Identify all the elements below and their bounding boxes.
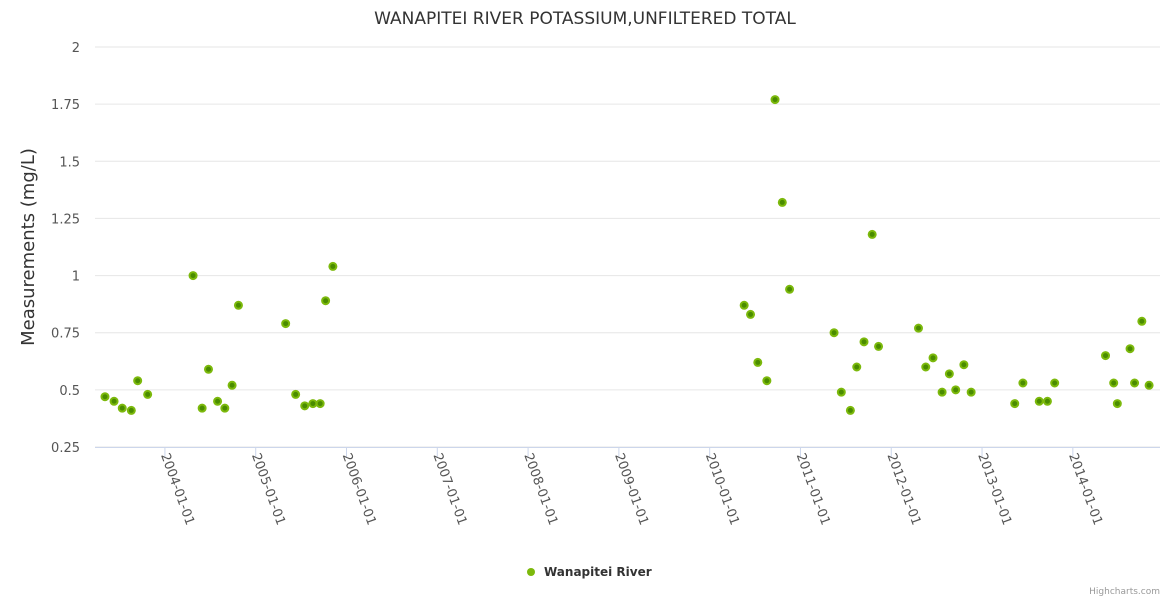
y-tick-label: 1.5 [59,155,80,170]
data-point[interactable] [281,319,291,329]
data-point[interactable] [1144,380,1154,390]
data-point[interactable] [109,396,119,406]
data-point[interactable] [770,95,780,105]
data-point[interactable] [1101,351,1111,361]
y-tick-label: 0.25 [51,441,80,456]
legend-marker-icon [527,568,535,576]
legend-label: Wanapitei River [544,565,652,579]
data-point[interactable] [308,399,318,409]
legend-item[interactable]: Wanapitei River [527,565,652,579]
data-point[interactable] [777,197,787,207]
data-point[interactable] [867,229,877,239]
data-point[interactable] [913,323,923,333]
credits-link[interactable]: Highcharts.com [1089,587,1160,597]
data-point[interactable] [852,362,862,372]
data-point[interactable] [1010,399,1020,409]
y-tick-label: 1.25 [51,212,80,227]
data-point[interactable] [133,376,143,386]
data-point[interactable] [921,362,931,372]
y-tick-label: 0.75 [51,327,80,342]
data-point[interactable] [785,284,795,294]
x-tick-label: 2010-01-01 [702,451,742,527]
data-point[interactable] [951,385,961,395]
data-point[interactable] [762,376,772,386]
y-axis-label: Measurements (mg/L) [18,148,39,346]
chart-title: WANAPITEI RIVER POTASSIUM,UNFILTERED TOT… [374,9,796,29]
data-point[interactable] [944,369,954,379]
data-point[interactable] [1109,378,1119,388]
data-point[interactable] [227,380,237,390]
data-point[interactable] [966,387,976,397]
data-point[interactable] [874,341,884,351]
data-point[interactable] [1130,378,1140,388]
data-point[interactable] [859,337,869,347]
data-point[interactable] [829,328,839,338]
data-point[interactable] [746,309,756,319]
x-tick-label: 2006-01-01 [339,451,379,527]
data-point[interactable] [1042,396,1052,406]
data-point[interactable] [291,389,301,399]
x-tick-label: 2013-01-01 [974,451,1014,527]
x-tick-label: 2009-01-01 [611,451,651,527]
x-tick-label: 2007-01-01 [430,451,470,527]
data-point[interactable] [100,392,110,402]
data-point[interactable] [197,403,207,413]
y-tick-label: 2 [72,41,80,56]
data-point[interactable] [188,271,198,281]
data-point[interactable] [126,405,136,415]
data-point[interactable] [1050,378,1060,388]
data-point[interactable] [836,387,846,397]
data-point[interactable] [928,353,938,363]
data-point[interactable] [845,405,855,415]
data-point[interactable] [233,300,243,310]
data-point[interactable] [315,399,325,409]
data-point[interactable] [321,296,331,306]
data-point[interactable] [1034,396,1044,406]
x-tick-label: 2014-01-01 [1065,451,1105,527]
x-tick-label: 2005-01-01 [248,451,288,527]
x-tick-label: 2012-01-01 [883,451,923,527]
data-point[interactable] [300,401,310,411]
data-point[interactable] [1125,344,1135,354]
data-point[interactable] [1137,316,1147,326]
data-point[interactable] [220,403,230,413]
x-tick-label: 2004-01-01 [157,451,197,527]
y-tick-label: 1.75 [51,98,80,113]
y-tick-label: 0.5 [59,384,80,399]
data-point[interactable] [1112,399,1122,409]
data-point[interactable] [739,300,749,310]
x-tick-label: 2008-01-01 [520,451,560,527]
data-point[interactable] [753,357,763,367]
data-point[interactable] [213,396,223,406]
y-tick-label: 1 [72,270,80,285]
data-point[interactable] [959,360,969,370]
data-point[interactable] [117,403,127,413]
data-point[interactable] [328,261,338,271]
data-point[interactable] [143,389,153,399]
data-point[interactable] [203,364,213,374]
data-point[interactable] [937,387,947,397]
x-tick-label: 2011-01-01 [793,451,833,527]
data-point[interactable] [1018,378,1028,388]
